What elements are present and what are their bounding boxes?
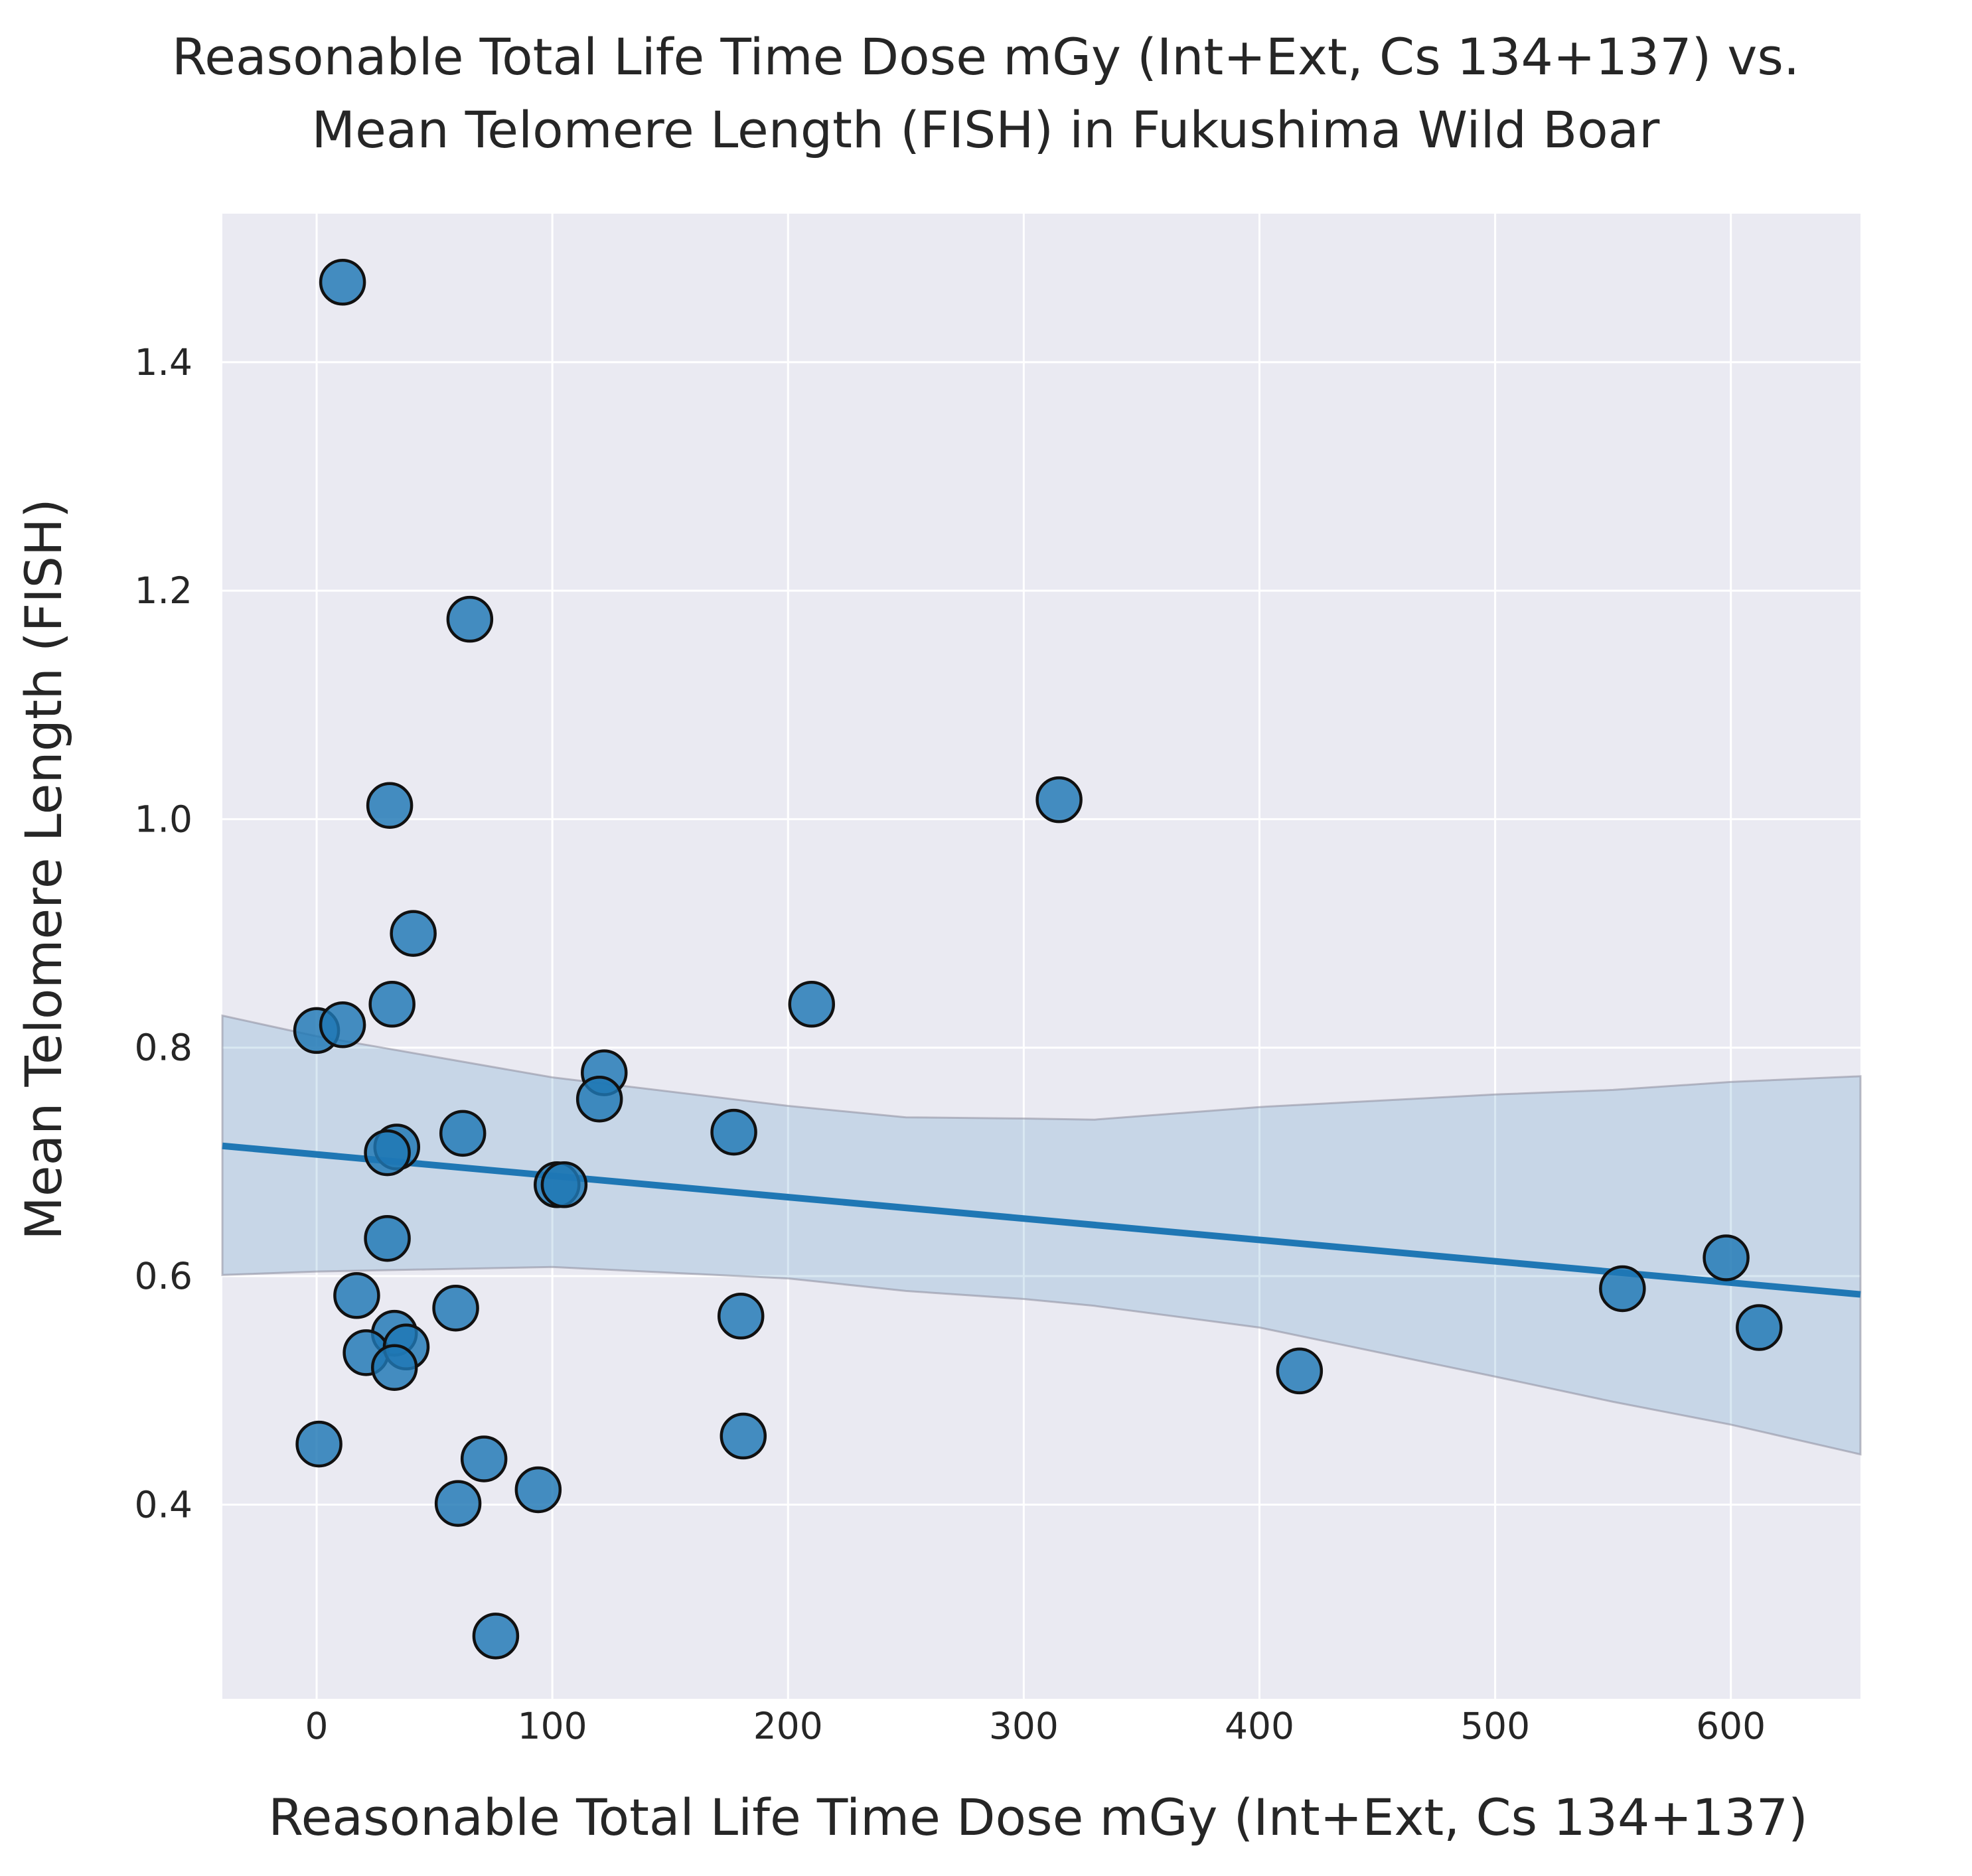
data-point [720, 1412, 767, 1460]
data-point [364, 1129, 411, 1177]
x-axis-label: Reasonable Total Life Time Dose mGy (Int… [268, 1788, 1807, 1847]
x-tick-label: 600 [1696, 1705, 1766, 1747]
data-point [710, 1108, 757, 1156]
chart-title-line-2: Mean Telomere Length (FISH) in Fukushima… [312, 100, 1661, 159]
chart-title-line-1: Reasonable Total Life Time Dose mGy (Int… [172, 27, 1799, 86]
y-tick-label: 0.8 [135, 1027, 192, 1069]
data-point [364, 1214, 411, 1262]
x-tick-label: 200 [753, 1705, 823, 1747]
x-tick-label: 100 [518, 1705, 587, 1747]
data-point [295, 1420, 342, 1468]
data-point [319, 1001, 366, 1048]
data-point [788, 981, 836, 1028]
y-axis-label: Mean Telomere Length (FISH) [14, 498, 73, 1240]
data-point [1703, 1234, 1750, 1281]
data-point [1599, 1265, 1646, 1313]
data-point [439, 1110, 487, 1157]
data-point [432, 1284, 479, 1332]
y-tick-label: 1.0 [135, 798, 192, 840]
data-point [514, 1466, 562, 1514]
regression-line-group [222, 1142, 1861, 1298]
y-tick-labels: 0.4 0.6 0.8 1.0 1.2 1.4 [135, 341, 192, 1526]
y-tick-label: 0.6 [135, 1255, 192, 1297]
data-point [717, 1293, 765, 1340]
y-tick-label: 1.2 [135, 569, 192, 612]
x-tick-label: 400 [1225, 1705, 1294, 1747]
data-point [1035, 776, 1083, 824]
data-point [1276, 1347, 1324, 1395]
data-point [434, 1480, 482, 1527]
grid-lines [222, 214, 1860, 1699]
data-point [472, 1613, 520, 1660]
x-tick-label: 300 [989, 1705, 1059, 1747]
data-point [370, 1344, 418, 1392]
x-tick-label: 500 [1460, 1705, 1530, 1747]
confidence-band [221, 1014, 1862, 1456]
confidence-band-group [221, 1014, 1862, 1456]
data-point [368, 981, 416, 1028]
data-point [390, 910, 437, 957]
y-tick-label: 1.4 [135, 341, 192, 384]
data-point [460, 1435, 508, 1482]
data-point [319, 259, 366, 306]
data-point [446, 595, 494, 643]
data-point [333, 1272, 380, 1319]
data-point [1736, 1304, 1783, 1351]
data-points [293, 259, 1783, 1660]
regression-line [222, 1142, 1861, 1298]
y-tick-label: 0.4 [135, 1483, 192, 1526]
x-tick-labels: 0 100 200 300 400 500 600 [305, 1705, 1766, 1747]
data-point [575, 1075, 623, 1123]
data-point [366, 782, 414, 830]
x-tick-label: 0 [305, 1705, 329, 1747]
data-point [540, 1161, 588, 1208]
